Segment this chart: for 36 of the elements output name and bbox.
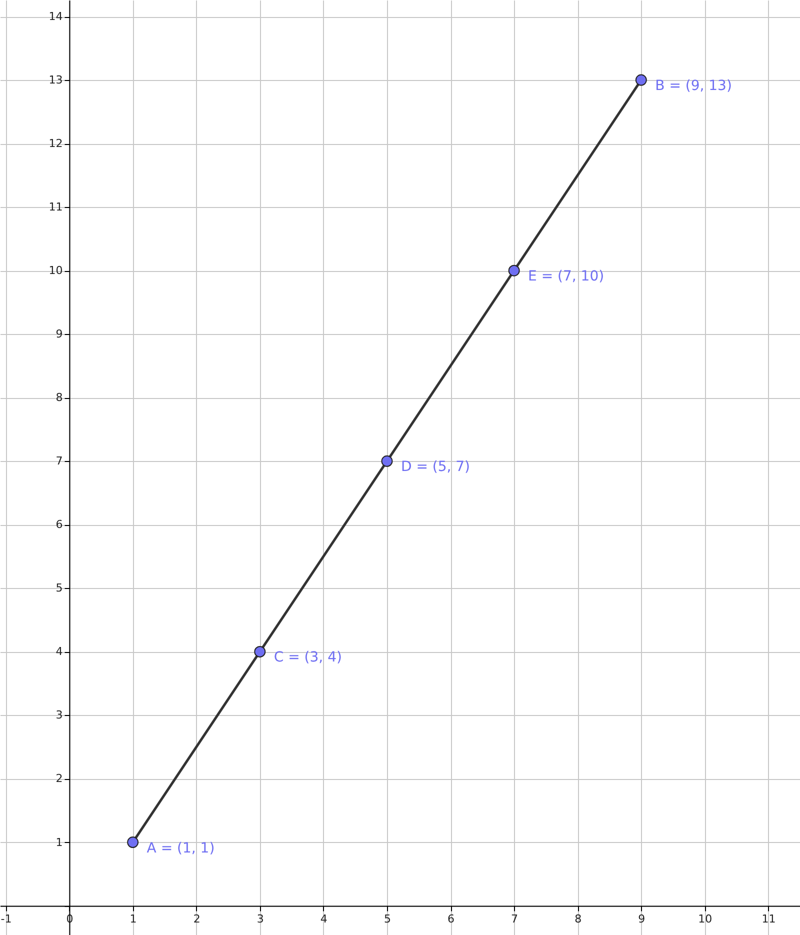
x-tick-label: 2 [193,912,200,926]
y-tick-label: 14 [48,10,63,24]
point [635,74,647,86]
annotation: C = (3, 4) [274,650,342,666]
y-tick-label: 1 [56,836,63,849]
x-tick-label: 7 [511,912,518,926]
y-tick-label: 8 [56,391,63,404]
y-tick-label: 7 [56,454,63,468]
annotation: E = (7, 10) [528,268,604,285]
point [508,264,520,276]
x-tick-label: 4 [320,912,328,926]
x-tick-label: 11 [762,912,776,926]
x-tick-label: 9 [638,912,646,926]
y-tick-label: 3 [56,708,63,722]
point [381,455,393,467]
x-tick-label: 8 [574,912,582,926]
y-tick-label: 2 [56,772,63,786]
y-tick-label: 5 [56,582,63,595]
y-tick-label: 11 [48,200,63,214]
x-tick-label: -1 [0,912,12,926]
y-tick-label: 12 [48,137,63,150]
point [127,836,139,848]
x-tick-label: 1 [130,912,137,926]
point [254,646,266,658]
annotation: B = (9, 13) [655,78,732,94]
y-tick-label: 9 [56,328,63,341]
y-tick-label: 10 [48,264,63,278]
y-tick-label: 4 [56,645,63,658]
y-tick-label: 6 [56,518,63,532]
annotation: A = (1, 1) [146,840,215,856]
y-tick-label: 13 [48,74,63,87]
x-tick-label: 6 [448,912,455,926]
x-tick-label: 10 [698,912,712,926]
x-tick-label: 5 [384,912,391,926]
x-tick-label: 3 [256,912,264,926]
annotation: D = (5, 7) [400,459,470,476]
